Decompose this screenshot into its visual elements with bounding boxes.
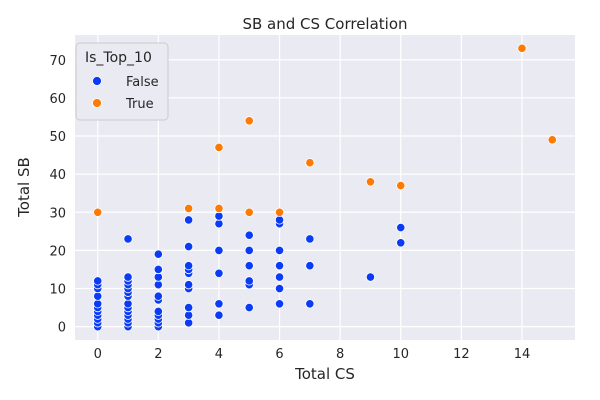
y-tick-label: 50 — [49, 130, 66, 145]
x-axis-label: Total CS — [294, 365, 355, 383]
point-false — [214, 211, 224, 221]
point-false — [214, 299, 224, 309]
point-false — [244, 245, 254, 256]
x-tick-label: 0 — [94, 347, 102, 362]
point-false — [365, 272, 376, 282]
point-false — [184, 318, 194, 328]
point-false — [153, 272, 163, 282]
point-true — [274, 207, 285, 217]
point-false — [123, 272, 133, 282]
point-false — [244, 230, 254, 240]
point-false — [214, 268, 224, 278]
point-false — [244, 261, 254, 271]
x-tick-label: 6 — [275, 347, 283, 362]
legend-marker-false — [92, 76, 102, 86]
point-false — [184, 310, 194, 320]
y-tick-label: 70 — [49, 54, 66, 69]
x-tick-label: 14 — [514, 347, 531, 362]
point-false — [396, 238, 406, 248]
point-false — [274, 261, 285, 271]
point-false — [153, 306, 163, 317]
point-false — [153, 264, 163, 275]
point-false — [305, 261, 315, 271]
y-axis-label: Total SB — [15, 157, 33, 218]
point-false — [184, 215, 194, 225]
point-false — [184, 302, 194, 313]
point-true — [184, 203, 194, 214]
x-tick-label: 12 — [453, 347, 470, 362]
x-tick-label: 8 — [336, 347, 344, 362]
point-false — [274, 299, 285, 309]
y-tick-label: 10 — [49, 283, 66, 298]
y-tick-label: 60 — [49, 92, 66, 107]
x-tick-label: 4 — [215, 347, 223, 362]
point-true — [214, 203, 224, 214]
point-false — [396, 222, 406, 233]
point-false — [305, 234, 315, 244]
point-false — [274, 283, 285, 294]
point-true — [93, 207, 103, 217]
chart-title: SB and CS Correlation — [242, 15, 407, 33]
point-true — [547, 135, 557, 145]
point-true — [396, 180, 406, 191]
point-false — [274, 272, 285, 282]
point-false — [123, 234, 133, 244]
point-false — [153, 291, 163, 301]
legend-label-false: False — [126, 75, 159, 90]
point-true — [214, 142, 224, 153]
x-tick-label: 2 — [154, 347, 162, 362]
point-false — [184, 261, 194, 271]
point-false — [244, 276, 254, 286]
point-false — [214, 219, 224, 229]
point-false — [184, 280, 194, 290]
point-true — [517, 43, 527, 53]
point-false — [274, 215, 285, 225]
point-false — [123, 299, 133, 309]
y-tick-labels: 0 10 20 30 40 50 60 70 — [49, 54, 66, 336]
point-true — [244, 207, 254, 217]
point-false — [153, 280, 163, 290]
x-tick-labels: 0 2 4 6 8 10 12 14 — [94, 347, 531, 362]
legend-title: Is_Top_10 — [85, 50, 152, 66]
y-tick-label: 0 — [58, 321, 66, 336]
point-false — [184, 241, 194, 252]
point-false — [93, 276, 103, 286]
y-tick-label: 30 — [49, 206, 66, 221]
y-tick-label: 40 — [49, 168, 66, 183]
point-false — [244, 302, 254, 313]
point-false — [274, 245, 285, 256]
legend: Is_Top_10 False True — [75, 42, 169, 121]
point-false — [93, 291, 103, 301]
legend-marker-true — [92, 98, 102, 108]
legend-label-true: True — [125, 97, 154, 112]
point-true — [305, 158, 315, 168]
x-tick-label: 10 — [392, 347, 409, 362]
data-points — [93, 43, 557, 332]
point-false — [214, 310, 224, 320]
point-false — [305, 299, 315, 309]
y-tick-label: 20 — [49, 244, 66, 259]
point-true — [365, 177, 376, 187]
point-false — [153, 249, 163, 259]
point-true — [244, 116, 254, 126]
point-false — [214, 245, 224, 256]
point-false — [93, 299, 103, 309]
